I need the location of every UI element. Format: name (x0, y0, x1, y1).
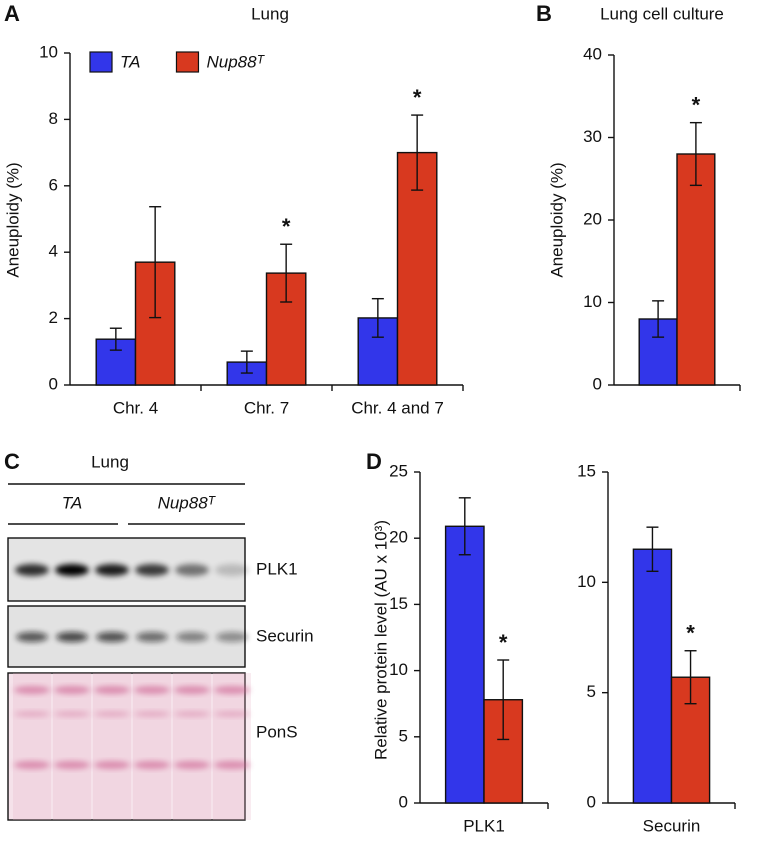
band (55, 564, 89, 576)
significance: * (692, 92, 701, 117)
lane (133, 673, 171, 820)
blot (7, 672, 246, 821)
band (134, 686, 170, 694)
band (134, 711, 170, 717)
band (214, 761, 250, 769)
band (175, 564, 209, 576)
lane (93, 673, 131, 820)
y-tick-label: 30 (583, 127, 602, 146)
band (16, 632, 48, 642)
band (174, 761, 210, 769)
y-tick-label: 6 (49, 175, 58, 194)
band (94, 686, 130, 694)
significance: * (686, 621, 695, 646)
y-tick-label: 15 (389, 594, 408, 613)
band (135, 564, 169, 576)
lane (13, 673, 51, 820)
y-tick-label: 10 (577, 572, 596, 591)
band (134, 761, 170, 769)
band (215, 564, 249, 576)
panel-letter: C (4, 449, 20, 474)
y-tick-label: 25 (389, 461, 408, 480)
band (176, 632, 208, 642)
y-tick-label: 40 (583, 44, 602, 63)
y-tick-label: 5 (587, 682, 596, 701)
band (214, 686, 250, 694)
x-tick-label: Chr. 7 (244, 398, 289, 417)
chart-title: Lung (251, 4, 289, 23)
significance: * (413, 85, 422, 110)
y-tick-label: 0 (399, 792, 408, 811)
panel-c: C Lung TA Nup88ᵀ PLK1 Securin PonS (4, 449, 314, 821)
y-tick-label: 10 (39, 42, 58, 61)
y-tick-label: 5 (399, 726, 408, 745)
lane (213, 673, 251, 820)
y-tick-label: 10 (583, 292, 602, 311)
significance: * (282, 214, 291, 239)
band (174, 686, 210, 694)
y-tick-label: 0 (587, 792, 596, 811)
legend-label: TA (120, 52, 140, 71)
panel-letter: B (536, 1, 552, 26)
group-label: Nup88ᵀ (158, 493, 217, 512)
band (96, 632, 128, 642)
panel-letter: D (366, 449, 382, 474)
band (54, 711, 90, 717)
band-label: PLK1 (256, 559, 298, 578)
band (54, 686, 90, 694)
panel-title: Lung (91, 452, 129, 471)
y-tick-label: 20 (389, 528, 408, 547)
y-tick-label: 20 (583, 209, 602, 228)
chart-title: Lung cell culture (600, 4, 724, 23)
x-tick-label: Chr. 4 and 7 (351, 398, 444, 417)
y-tick-label: 10 (389, 660, 408, 679)
band-label: Securin (256, 626, 314, 645)
band (174, 711, 210, 717)
bar (632, 548, 673, 804)
y-tick-label: 0 (593, 374, 602, 393)
band (14, 686, 50, 694)
y-tick-label: 4 (49, 242, 58, 261)
band (14, 711, 50, 717)
band (214, 711, 250, 717)
band (94, 761, 130, 769)
y-tick-label: 0 (49, 374, 58, 393)
legend-swatch (89, 51, 113, 73)
bar (444, 525, 485, 804)
x-tick-label: PLK1 (463, 816, 505, 835)
y-axis-label: Aneuploidy (%) (3, 162, 22, 277)
band (56, 632, 88, 642)
y-axis-label: Aneuploidy (%) (547, 162, 566, 277)
legend-swatch (175, 51, 200, 73)
bar (396, 151, 438, 386)
y-tick-label: 2 (49, 308, 58, 327)
band (136, 632, 168, 642)
y-tick-label: 8 (49, 109, 58, 128)
band (94, 711, 130, 717)
panel-letter: A (4, 1, 20, 26)
y-tick-label: 15 (577, 461, 596, 480)
group-label: TA (62, 493, 82, 512)
legend-label: Nup88ᵀ (206, 52, 265, 71)
band (15, 564, 49, 576)
x-tick-label: Chr. 4 (113, 398, 158, 417)
significance: * (499, 630, 508, 655)
bar (676, 153, 716, 386)
y-axis-label: Relative protein level (AU x 10³) (371, 520, 390, 760)
lane (53, 673, 91, 820)
band (95, 564, 129, 576)
band (216, 632, 248, 642)
x-tick-label: Securin (643, 816, 701, 835)
bands (13, 564, 251, 820)
lane (173, 673, 211, 820)
band (14, 761, 50, 769)
band-label: PonS (256, 722, 298, 741)
band (54, 761, 90, 769)
